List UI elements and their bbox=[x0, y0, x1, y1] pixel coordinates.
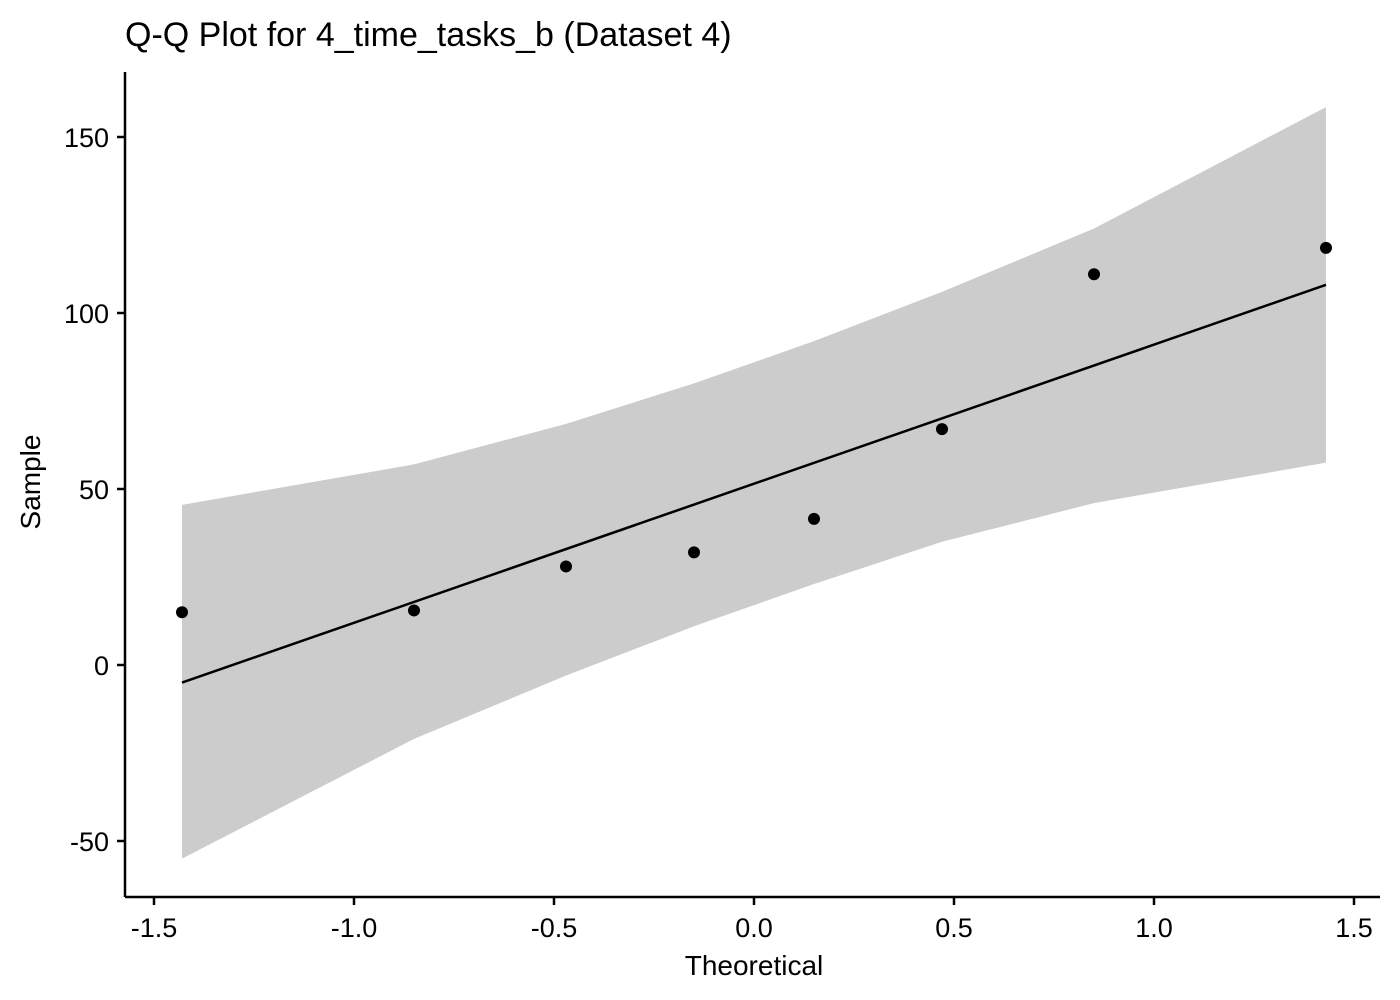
reference-line bbox=[181, 283, 1327, 684]
y-tick-label-5: 150 bbox=[64, 123, 109, 153]
x-tick-label-7: 1.5 bbox=[1335, 913, 1373, 943]
data-point-8 bbox=[1320, 241, 1332, 254]
data-point-3 bbox=[560, 560, 572, 573]
x-axis-ticks: -1.5 -1.0 -0.5 0.0 0.5 1.0 1.5 bbox=[131, 897, 1373, 943]
data-point-2 bbox=[408, 604, 420, 617]
y-tick-label-1: -50 bbox=[70, 827, 109, 857]
y-tick-label-4: 100 bbox=[64, 299, 109, 329]
y-tick-label-3: 50 bbox=[79, 475, 109, 505]
x-tick-label-2: -1.0 bbox=[331, 913, 378, 943]
x-tick-label-4: 0.0 bbox=[735, 913, 773, 943]
chart-title: Q-Q Plot for 4_time_tasks_b (Dataset 4) bbox=[125, 16, 732, 54]
data-point-5 bbox=[808, 512, 820, 525]
plot-area bbox=[176, 107, 1332, 859]
y-tick-label-2: 0 bbox=[94, 651, 109, 681]
x-tick-label-5: 0.5 bbox=[935, 913, 973, 943]
x-axis-label: Theoretical bbox=[685, 950, 824, 981]
data-point-4 bbox=[688, 546, 700, 559]
x-tick-label-1: -1.5 bbox=[131, 913, 178, 943]
data-point-6 bbox=[936, 423, 948, 436]
x-tick-label-6: 1.0 bbox=[1135, 913, 1173, 943]
data-point-7 bbox=[1088, 268, 1100, 281]
x-tick-label-3: -0.5 bbox=[531, 913, 578, 943]
sample-points bbox=[176, 241, 1332, 619]
axes: -1.5 -1.0 -0.5 0.0 0.5 1.0 1.5 -50 0 50 100 150 bbox=[64, 72, 1380, 943]
data-point-1 bbox=[176, 606, 188, 619]
y-axis-label: Sample bbox=[15, 435, 46, 530]
y-axis-ticks: -50 0 50 100 150 bbox=[64, 123, 125, 857]
